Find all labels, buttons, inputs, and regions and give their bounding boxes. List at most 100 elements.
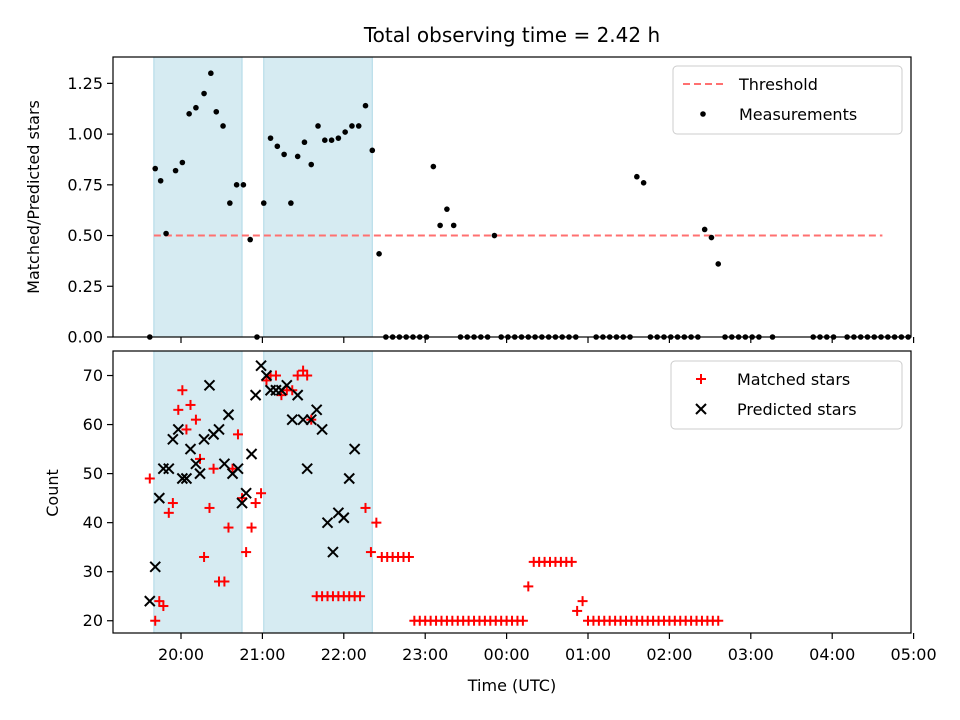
measurement-point <box>437 222 443 229</box>
bottom-y-tick-label: 50 <box>83 464 103 483</box>
bottom-y-axis-label: Count <box>43 469 62 517</box>
matched-star-point <box>302 370 313 381</box>
measurement-point <box>362 102 369 109</box>
marker-stroke <box>163 462 175 475</box>
top-y-tick-label: 1.25 <box>67 74 103 93</box>
top-panel: 0.00 0.25 0.50 0.75 1.00 1.25 <box>67 56 915 347</box>
matched-star-point <box>256 488 267 499</box>
marker-stroke <box>281 379 293 392</box>
predicted-star-point <box>190 458 202 470</box>
measurement-point <box>640 179 647 186</box>
measurement-point <box>193 104 199 111</box>
legend-predicted-handle <box>695 403 707 415</box>
matched-star-point <box>190 414 201 425</box>
measurement-point <box>233 182 240 188</box>
predicted-star-point <box>153 492 166 504</box>
matched-star-point <box>177 385 188 396</box>
x-tick-label: 20:00 <box>158 645 204 664</box>
measurement-point <box>376 251 382 257</box>
measurement-point <box>157 177 164 184</box>
measurement-point <box>335 135 342 141</box>
measurement-point <box>634 173 640 180</box>
marker-stroke <box>184 443 197 455</box>
predicted-star-point <box>316 423 328 436</box>
legend-frame <box>670 360 903 430</box>
matched-star-point <box>223 522 234 533</box>
measurement-point <box>274 143 281 150</box>
matched-star-point <box>241 547 252 558</box>
measurement-point <box>708 234 715 241</box>
predicted-star-point <box>232 462 244 475</box>
marker-stroke <box>343 472 355 485</box>
legend-measurement-handle <box>700 111 706 117</box>
measurement-point <box>444 206 450 212</box>
matched-star-point <box>232 429 243 440</box>
predicted-star-point <box>222 409 235 421</box>
predicted-star-point <box>180 472 193 485</box>
predicted-star-point <box>348 443 361 455</box>
marker-stroke <box>180 472 193 485</box>
measurement-point <box>240 182 247 188</box>
measurement-point <box>322 137 328 143</box>
top-y-tick-label: 1.00 <box>67 125 103 144</box>
bottom-axes-frame <box>112 350 912 634</box>
legend-label: Threshold <box>738 75 818 94</box>
matched-star-point <box>167 498 178 509</box>
predicted-star-point <box>172 423 184 436</box>
predicted-star-point <box>198 433 210 445</box>
matched-star-point <box>144 473 155 484</box>
matched-star-point <box>246 522 257 533</box>
legend-frame <box>672 65 903 135</box>
marker-stroke <box>176 472 189 485</box>
predicted-star-point <box>338 512 350 524</box>
marker-stroke <box>332 507 345 519</box>
bottom-shaded-interval <box>153 350 243 634</box>
measurement-point <box>213 108 220 115</box>
marker-stroke <box>291 389 304 401</box>
measurement-point <box>349 123 355 129</box>
legend-label: Matched stars <box>737 370 850 389</box>
top-y-tick-label: 0.50 <box>67 226 103 245</box>
top-shaded-interval <box>153 56 243 338</box>
predicted-star-point <box>144 595 156 607</box>
marker-stroke <box>236 497 248 509</box>
matched-star-point <box>199 551 210 562</box>
x-tick-label: 00:00 <box>484 645 530 664</box>
matched-star-point <box>250 498 261 509</box>
top-y-tick-label: 0.00 <box>67 328 103 347</box>
predicted-star-point <box>297 413 309 426</box>
measurement-point <box>301 139 308 146</box>
x-tick-label: 05:00 <box>891 645 937 664</box>
matched-star-point <box>292 370 303 381</box>
predicted-star-point <box>286 413 298 426</box>
measurement-point <box>208 70 214 77</box>
predicted-star-point <box>236 497 248 509</box>
marker-stroke <box>249 389 262 401</box>
marker-stroke <box>255 360 267 372</box>
predicted-star-point <box>240 487 252 499</box>
marker-stroke <box>222 409 235 421</box>
matched-star-point <box>365 547 376 558</box>
marker-stroke <box>203 379 216 392</box>
marker-stroke <box>149 561 161 573</box>
bottom-panel: 20 30 40 50 60 70 20:00 21:00 22:00 23:00 00:00 01:… <box>83 350 937 664</box>
matched-star-point <box>181 424 192 435</box>
marker-stroke <box>232 462 244 475</box>
marker-stroke <box>172 423 184 436</box>
marker-stroke <box>327 546 339 558</box>
matched-star-point <box>208 463 219 474</box>
predicted-star-point <box>194 467 206 480</box>
predicted-star-point <box>260 369 273 382</box>
predicted-star-point <box>203 379 216 392</box>
predicted-star-point <box>310 404 323 416</box>
predicted-star-point <box>218 458 231 470</box>
marker-stroke <box>194 467 206 480</box>
marker-stroke <box>301 462 313 475</box>
measurement-point <box>342 129 348 135</box>
measurement-point <box>430 163 437 170</box>
measurement-point <box>308 161 315 168</box>
marker-stroke <box>167 433 179 445</box>
marker-stroke <box>218 458 231 470</box>
predicted-star-point <box>249 389 262 401</box>
bottom-y-tick-label: 70 <box>83 366 103 385</box>
